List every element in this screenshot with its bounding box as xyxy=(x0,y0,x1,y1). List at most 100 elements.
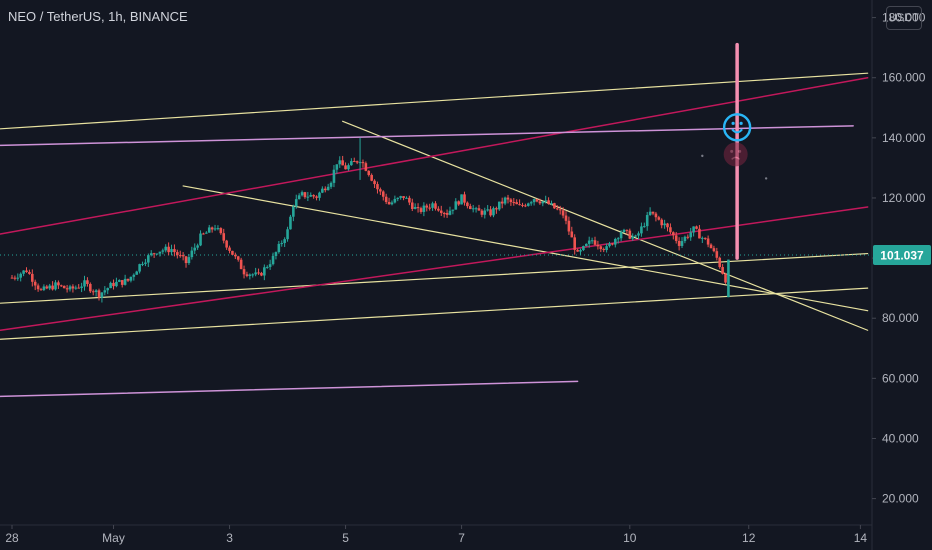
candle-down xyxy=(500,201,504,204)
candle-down xyxy=(402,196,405,199)
candle-down xyxy=(181,255,185,257)
candle-down xyxy=(625,229,629,231)
candle-down xyxy=(660,219,664,226)
candle-up xyxy=(286,229,289,240)
candle-down xyxy=(564,215,568,221)
pink-trend-line xyxy=(0,76,869,235)
candle-down xyxy=(315,196,318,198)
candle-down xyxy=(89,283,92,292)
candle-up xyxy=(619,232,623,239)
candle-down xyxy=(381,191,385,197)
x-tick-label: 10 xyxy=(623,531,637,545)
candle-down xyxy=(60,285,63,287)
candle-up xyxy=(265,266,269,268)
candle-down xyxy=(721,267,724,274)
candle-up xyxy=(390,202,394,205)
candle-down xyxy=(33,281,37,286)
sad-face xyxy=(723,142,748,167)
candle-up xyxy=(413,207,417,209)
y-tick-label: 40.000 xyxy=(882,431,919,445)
candle-up xyxy=(155,253,159,255)
x-tick-label: May xyxy=(102,531,125,545)
candle-down xyxy=(602,249,606,251)
candle-up xyxy=(460,194,463,205)
candle-down xyxy=(567,220,571,232)
candle-down xyxy=(416,207,420,209)
candle-down xyxy=(387,201,391,205)
candle-down xyxy=(442,212,446,214)
candle-up xyxy=(492,208,495,216)
candle-down xyxy=(408,197,411,203)
candle-up xyxy=(663,223,666,226)
candle-down xyxy=(62,285,66,289)
candle-up xyxy=(280,243,284,245)
small-dot xyxy=(701,154,704,158)
yellow-trend-line xyxy=(342,120,869,331)
yellow-trend-line xyxy=(0,252,869,304)
candle-down xyxy=(231,250,234,255)
smiley-mouth xyxy=(731,128,743,134)
x-tick-label: 3 xyxy=(226,531,233,545)
last-price-label: 101.037 xyxy=(873,244,931,265)
y-tick-label: 120.000 xyxy=(882,191,926,205)
candle-down xyxy=(466,202,469,207)
candle-up xyxy=(147,255,150,263)
purple-trend-line xyxy=(0,125,854,147)
candle-up xyxy=(106,288,110,291)
candle-up xyxy=(16,277,20,279)
candle-down xyxy=(509,199,513,203)
candle-up xyxy=(135,271,139,275)
candle-down xyxy=(524,205,527,207)
candle-down xyxy=(202,233,205,235)
candle-up xyxy=(332,169,336,183)
candle-up xyxy=(100,292,104,298)
candle-down xyxy=(303,192,307,198)
x-tick-label: 5 xyxy=(342,531,349,545)
candle-down xyxy=(724,273,727,283)
candle-down xyxy=(669,227,672,233)
candle-down xyxy=(228,247,231,251)
candle-up xyxy=(138,264,141,272)
candle-down xyxy=(257,272,260,274)
candle-up xyxy=(605,246,608,251)
candle-down xyxy=(434,203,437,209)
candle-down xyxy=(242,269,246,275)
candle-down xyxy=(71,286,75,289)
candle-down xyxy=(712,248,716,252)
candle-down xyxy=(463,194,466,203)
candle-up xyxy=(648,211,652,216)
candle-down xyxy=(703,237,707,239)
candle-up xyxy=(277,243,281,253)
candle-up xyxy=(164,246,168,251)
candle-up xyxy=(622,229,626,233)
candle-up xyxy=(274,252,278,257)
candle-down xyxy=(77,287,81,289)
candle-down xyxy=(718,257,722,268)
candle-down xyxy=(222,233,226,241)
currency-label[interactable]: USDT xyxy=(886,6,922,30)
candle-up xyxy=(294,199,298,207)
yellow-trend-line xyxy=(182,185,869,312)
candle-up xyxy=(22,270,25,274)
candle-up xyxy=(405,197,408,199)
candle-up xyxy=(54,282,57,290)
candle-up xyxy=(216,228,220,230)
candle-down xyxy=(561,210,565,216)
candle-down xyxy=(512,202,516,204)
candle-down xyxy=(367,170,371,175)
candle-down xyxy=(344,165,347,170)
smiley-face xyxy=(722,113,752,142)
candle-up xyxy=(263,267,266,276)
candle-up xyxy=(103,290,107,293)
candle-up xyxy=(326,186,330,191)
candle-down xyxy=(167,246,170,253)
candle-up xyxy=(393,198,397,203)
candle-down xyxy=(468,206,472,210)
marker-layer xyxy=(701,42,768,260)
candle-down xyxy=(97,290,101,298)
candle-down xyxy=(538,201,542,204)
candle-up xyxy=(190,250,194,258)
candle-up xyxy=(196,245,199,248)
